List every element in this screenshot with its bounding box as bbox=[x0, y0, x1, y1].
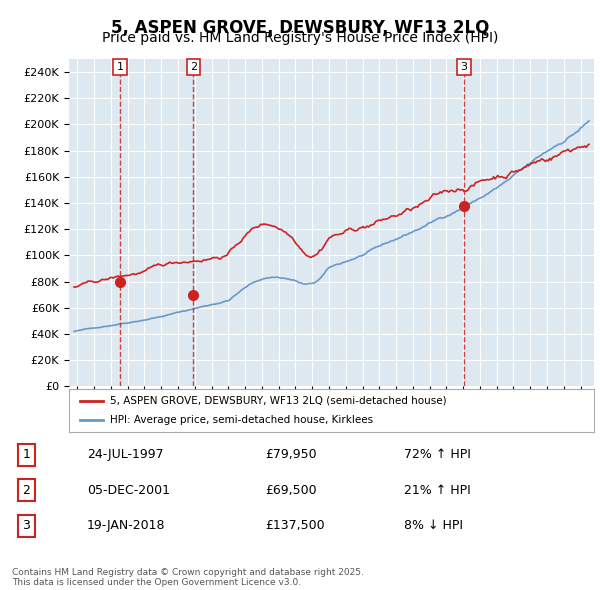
Text: 24-JUL-1997: 24-JUL-1997 bbox=[87, 448, 164, 461]
Text: 21% ↑ HPI: 21% ↑ HPI bbox=[404, 484, 470, 497]
Text: 3: 3 bbox=[22, 519, 31, 532]
Text: HPI: Average price, semi-detached house, Kirklees: HPI: Average price, semi-detached house,… bbox=[110, 415, 373, 425]
Text: 1: 1 bbox=[22, 448, 31, 461]
Text: 1: 1 bbox=[117, 62, 124, 72]
Text: 5, ASPEN GROVE, DEWSBURY, WF13 2LQ (semi-detached house): 5, ASPEN GROVE, DEWSBURY, WF13 2LQ (semi… bbox=[110, 396, 446, 406]
Text: 2: 2 bbox=[22, 484, 31, 497]
Text: Contains HM Land Registry data © Crown copyright and database right 2025.
This d: Contains HM Land Registry data © Crown c… bbox=[12, 568, 364, 587]
Text: £79,950: £79,950 bbox=[265, 448, 317, 461]
Text: 5, ASPEN GROVE, DEWSBURY, WF13 2LQ: 5, ASPEN GROVE, DEWSBURY, WF13 2LQ bbox=[111, 19, 489, 37]
Text: 2: 2 bbox=[190, 62, 197, 72]
Text: 19-JAN-2018: 19-JAN-2018 bbox=[87, 519, 166, 532]
Text: 05-DEC-2001: 05-DEC-2001 bbox=[87, 484, 170, 497]
Text: 3: 3 bbox=[461, 62, 467, 72]
Text: Price paid vs. HM Land Registry's House Price Index (HPI): Price paid vs. HM Land Registry's House … bbox=[102, 31, 498, 45]
Text: £137,500: £137,500 bbox=[265, 519, 325, 532]
Text: £69,500: £69,500 bbox=[265, 484, 317, 497]
Text: 8% ↓ HPI: 8% ↓ HPI bbox=[404, 519, 463, 532]
Text: 72% ↑ HPI: 72% ↑ HPI bbox=[404, 448, 470, 461]
